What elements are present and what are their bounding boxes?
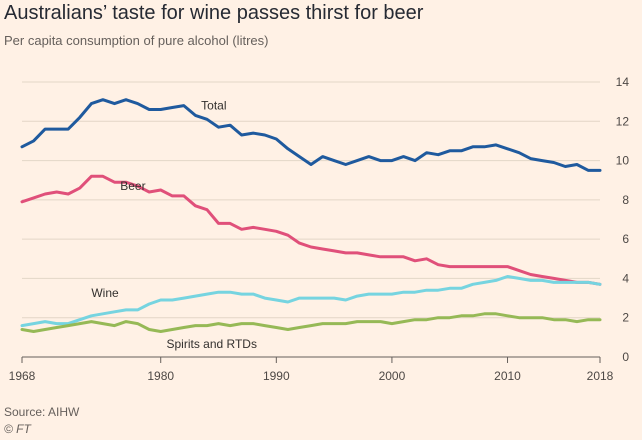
series-line-total — [20, 98, 602, 172]
series-line-spirits-and-rtds — [20, 312, 602, 333]
x-tick-label: 2000 — [379, 369, 406, 383]
series-line-wine — [20, 275, 602, 328]
x-tick-label: 1990 — [263, 369, 290, 383]
y-tick-label: 10 — [616, 154, 630, 168]
x-tick-label: 1968 — [9, 369, 36, 383]
y-tick-label: 4 — [622, 271, 629, 285]
y-tick-label: 8 — [622, 193, 629, 207]
y-tick-label: 14 — [616, 75, 630, 89]
x-tick-label: 2010 — [494, 369, 521, 383]
y-tick-label: 12 — [616, 114, 630, 128]
x-tick-label: 2018 — [587, 369, 614, 383]
series-label-wine: Wine — [91, 286, 119, 300]
grid — [21, 81, 601, 363]
series-lines — [20, 98, 602, 333]
labels: 0 2 4 6 8 10 12 14 1968 1980 1990 2000 2010 2018 Total… — [9, 75, 630, 383]
y-tick-label: 2 — [622, 311, 629, 325]
source-note: Source: AIHW — [4, 405, 80, 419]
y-tick-label: 0 — [622, 350, 629, 364]
y-tick-label: 6 — [622, 232, 629, 246]
credit-note: © FT — [4, 422, 31, 436]
series-line-beer — [20, 174, 602, 286]
series-label-total: Total — [201, 99, 226, 113]
x-tick-label: 1980 — [147, 369, 174, 383]
series-label-beer: Beer — [120, 179, 145, 193]
chart-title: Australians’ taste for wine passes thirs… — [4, 2, 424, 24]
series-label-spirits-and-rtds: Spirits and RTDs — [167, 337, 257, 351]
chart-subtitle: Per capita consumption of pure alcohol (… — [4, 33, 269, 48]
